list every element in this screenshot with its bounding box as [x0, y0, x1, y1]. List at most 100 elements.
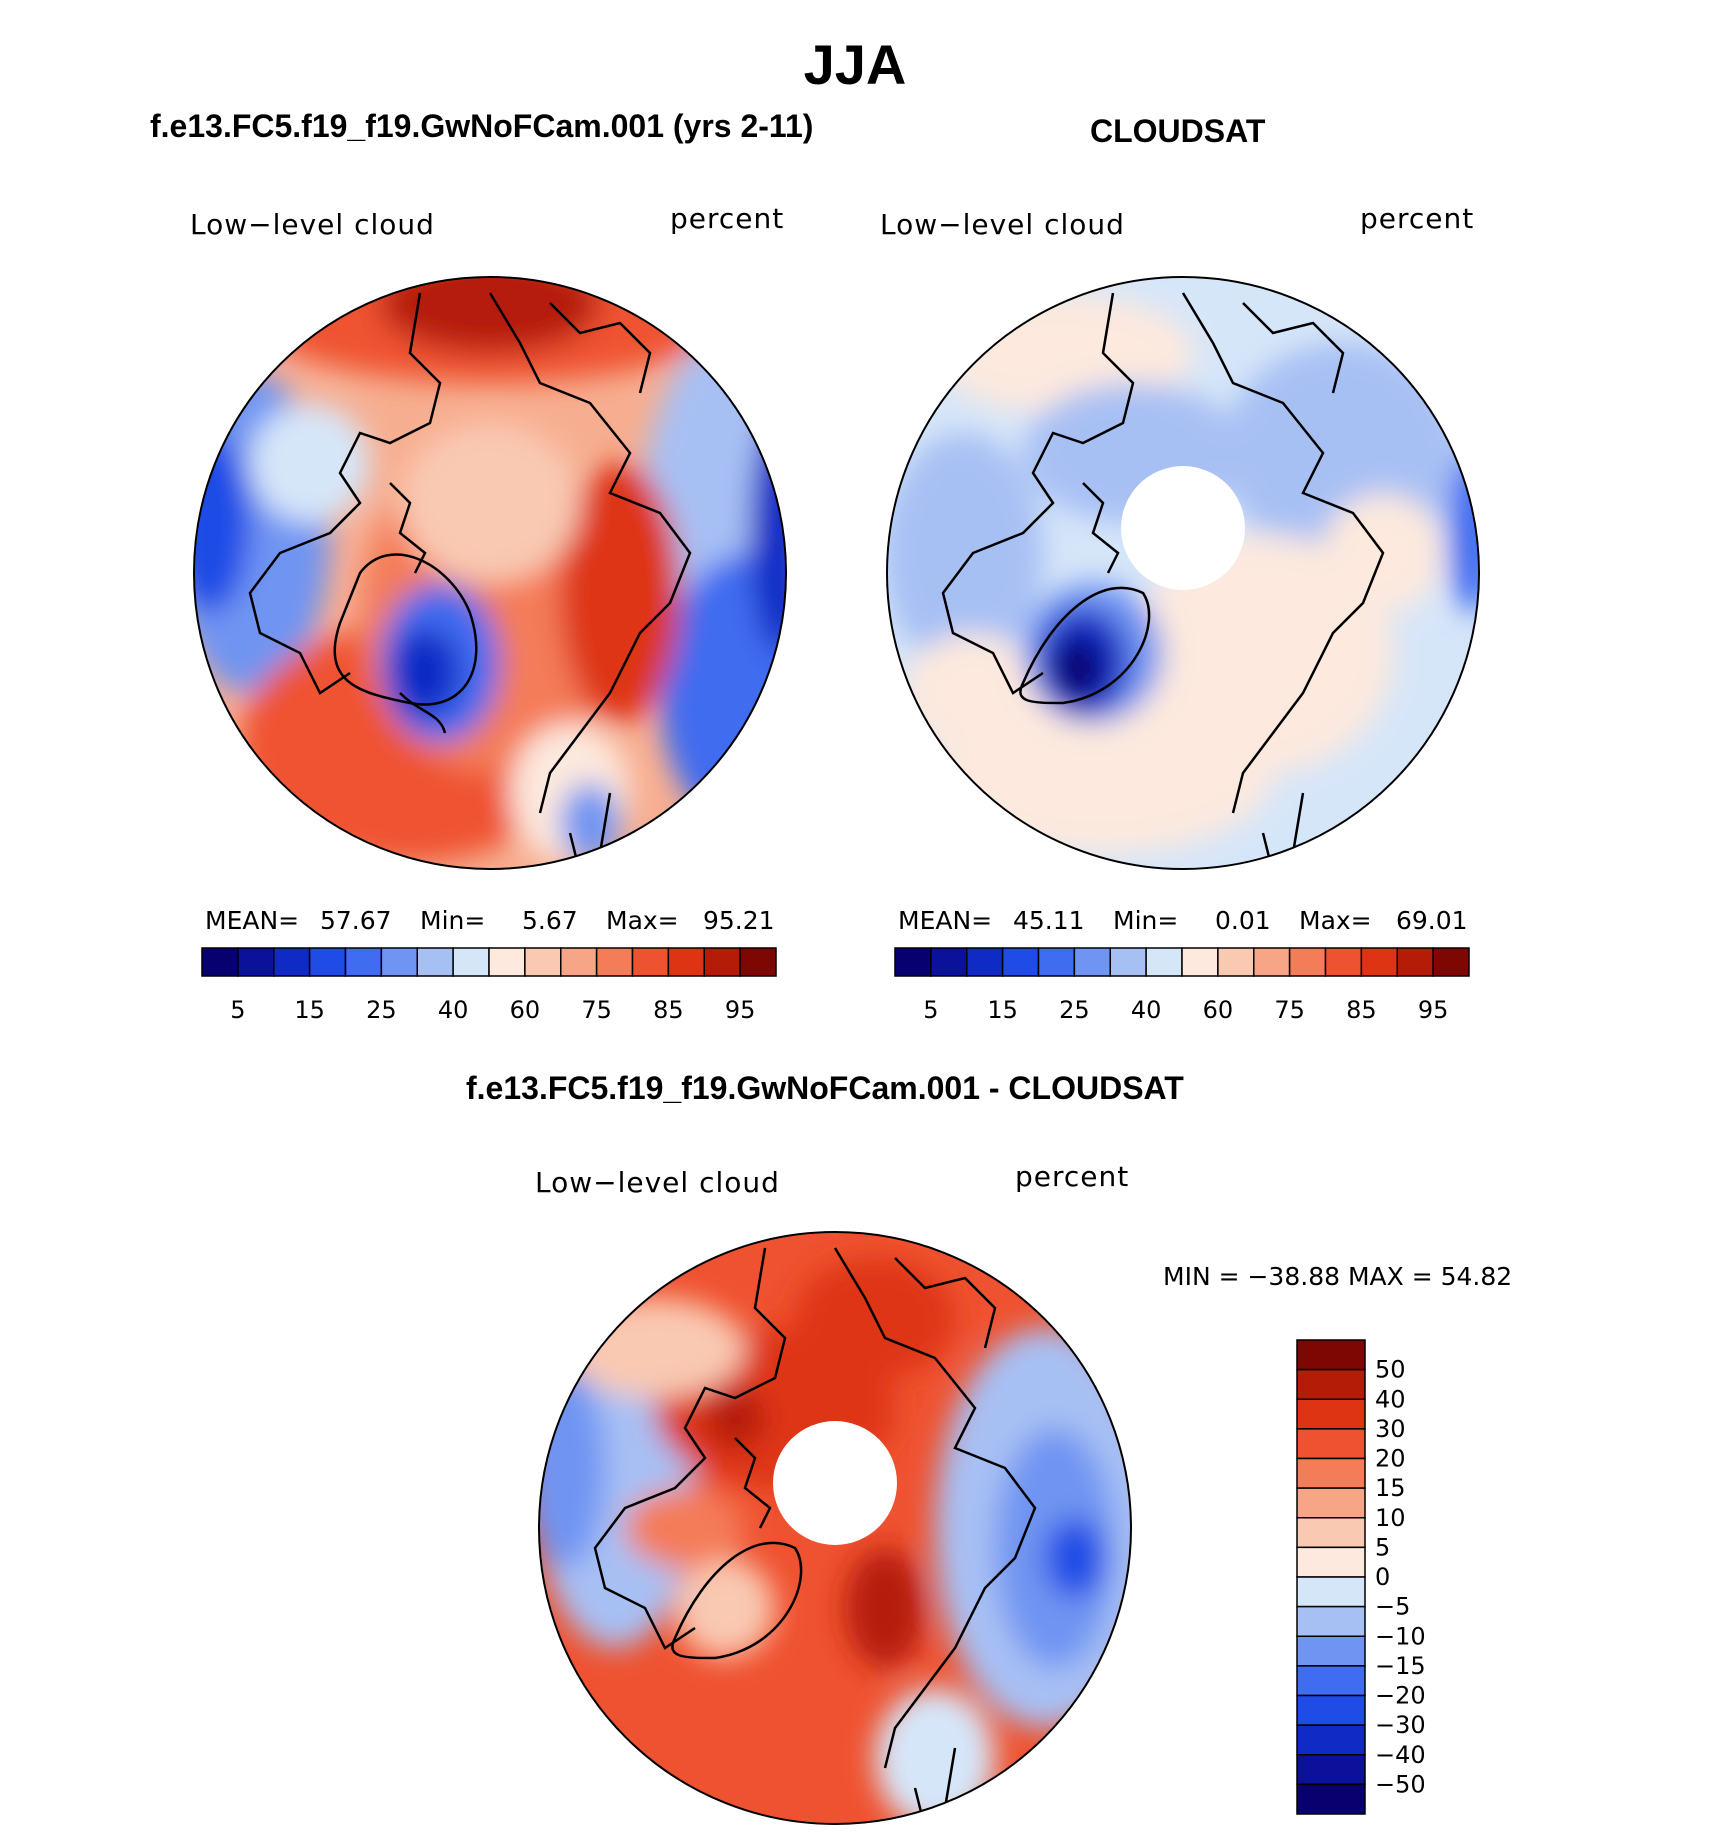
model-colorbar-swatch — [667, 947, 705, 977]
diff-colorbar-tick-label: 10 — [1375, 1504, 1406, 1532]
model-colorbar-swatch — [703, 947, 741, 977]
model-min-value: 5.67 — [522, 906, 578, 935]
diff-colorbar-swatch — [1296, 1665, 1366, 1697]
obs-colorbar-swatch — [1324, 947, 1363, 977]
obs-max-label: Max= — [1299, 906, 1372, 935]
obs-colorbar-swatch — [1145, 947, 1183, 977]
diff-colorbar-tick-label: −50 — [1375, 1770, 1426, 1798]
diff-colorbar-swatch — [1296, 1368, 1366, 1400]
model-max-value: 95.21 — [703, 906, 775, 935]
obs-max-value: 69.01 — [1396, 906, 1468, 935]
figure-title: JJA — [803, 33, 907, 96]
obs-colorbar-tick-label: 40 — [1131, 996, 1162, 1024]
model-colorbar-swatch — [524, 947, 562, 977]
obs-variable-label: Low−level cloud — [880, 208, 1125, 241]
obs-mean-value: 45.11 — [1013, 906, 1085, 935]
model-colorbar-swatch — [560, 947, 598, 977]
model-max-label: Max= — [606, 906, 679, 935]
obs-colorbar: 5 15 25 40 60 75 85 95 — [894, 947, 1470, 1024]
model-colorbar-swatch — [631, 947, 670, 977]
model-colorbar-swatch — [739, 947, 777, 977]
diff-colorbar-swatch — [1296, 1724, 1366, 1756]
diff-colorbar-swatch — [1296, 1546, 1366, 1578]
model-colorbar-tick-label: 75 — [581, 996, 612, 1024]
diff-minmax-label: MIN = −38.88 MAX = 54.82 — [1163, 1262, 1513, 1291]
diff-colorbar-swatch — [1296, 1517, 1366, 1549]
obs-colorbar-swatch — [1001, 947, 1040, 977]
model-mean-label: MEAN= — [205, 906, 300, 935]
diff-variable-label: Low−level cloud — [535, 1166, 780, 1199]
model-variable-label: Low−level cloud — [190, 208, 435, 241]
diff-panel-title: f.e13.FC5.f19_f19.GwNoFCam.001 - CLOUDSA… — [466, 1070, 1184, 1106]
obs-colorbar-tick-label: 95 — [1418, 996, 1449, 1024]
diff-colorbar-swatch — [1296, 1339, 1366, 1371]
diff-colorbar-swatch — [1296, 1783, 1366, 1815]
diff-colorbar-tick-label: 5 — [1375, 1533, 1390, 1561]
model-colorbar-tick-label: 85 — [653, 996, 684, 1024]
obs-colorbar-swatch — [1396, 947, 1434, 977]
diff-colorbar-tick-label: −40 — [1375, 1741, 1426, 1769]
model-colorbar-swatch — [488, 947, 526, 977]
diff-colorbar-tick-label: −20 — [1375, 1682, 1426, 1710]
obs-panel-title: CLOUDSAT — [1090, 113, 1266, 149]
model-colorbar-swatch — [416, 947, 454, 977]
obs-colorbar-swatch — [1037, 947, 1076, 977]
diff-colorbar-swatch — [1296, 1754, 1366, 1786]
diff-colorbar-tick-label: 20 — [1375, 1445, 1406, 1473]
obs-min-label: Min= — [1113, 906, 1179, 935]
model-colorbar: 5 15 25 40 60 75 85 95 — [201, 947, 777, 1024]
model-polar-map — [193, 276, 787, 870]
obs-colorbar-swatch — [930, 947, 968, 977]
diff-colorbar-tick-label: 40 — [1375, 1385, 1406, 1413]
obs-colorbar-swatch — [1181, 947, 1219, 977]
obs-colorbar-swatch — [966, 947, 1004, 977]
diff-colorbar-swatch — [1296, 1398, 1366, 1430]
model-min-label: Min= — [420, 906, 486, 935]
diff-polar-map — [538, 1231, 1132, 1825]
model-colorbar-swatch — [308, 947, 347, 977]
model-colorbar-swatch — [344, 947, 383, 977]
diff-colorbar-tick-label: −10 — [1375, 1622, 1426, 1650]
obs-mean-label: MEAN= — [898, 906, 993, 935]
obs-colorbar-swatch — [1432, 947, 1470, 977]
obs-colorbar-swatch — [1109, 947, 1147, 977]
model-colorbar-swatch — [201, 947, 239, 977]
diff-colorbar-tick-label: −5 — [1375, 1593, 1410, 1621]
model-colorbar-swatch — [237, 947, 275, 977]
diff-colorbar-tick-label: 30 — [1375, 1415, 1406, 1443]
model-colorbar-tick-label: 15 — [294, 996, 325, 1024]
obs-units-label: percent — [1360, 202, 1475, 235]
model-colorbar-tick-label: 60 — [510, 996, 541, 1024]
obs-colorbar-tick-label: 60 — [1203, 996, 1234, 1024]
obs-colorbar-tick-label: 85 — [1346, 996, 1377, 1024]
model-panel-title: f.e13.FC5.f19_f19.GwNoFCam.001 (yrs 2-11… — [150, 108, 814, 144]
obs-colorbar-swatch — [1288, 947, 1327, 977]
diff-colorbar-tick-label: −30 — [1375, 1711, 1426, 1739]
obs-colorbar-tick-label: 15 — [987, 996, 1018, 1024]
obs-polar-map — [886, 276, 1480, 870]
obs-colorbar-swatch — [1253, 947, 1291, 977]
model-colorbar-swatch — [380, 947, 418, 977]
diff-colorbar-swatch — [1296, 1694, 1366, 1726]
diff-colorbar-tick-label: 50 — [1375, 1356, 1406, 1384]
diff-colorbar-tick-label: 15 — [1375, 1474, 1406, 1502]
diff-colorbar-swatch — [1296, 1428, 1366, 1460]
diff-colorbar-tick-label: −15 — [1375, 1652, 1426, 1680]
diff-colorbar-swatch — [1296, 1576, 1366, 1608]
diff-colorbar-tick-label: 0 — [1375, 1563, 1390, 1591]
model-colorbar-swatch — [273, 947, 311, 977]
diff-colorbar-swatch — [1296, 1457, 1366, 1489]
obs-min-value: 0.01 — [1215, 906, 1271, 935]
obs-colorbar-swatch — [894, 947, 932, 977]
obs-colorbar-swatch — [1217, 947, 1255, 977]
diff-units-label: percent — [1015, 1160, 1130, 1193]
obs-colorbar-tick-label: 5 — [923, 996, 938, 1024]
model-units-label: percent — [670, 202, 785, 235]
obs-colorbar-tick-label: 25 — [1059, 996, 1090, 1024]
model-colorbar-tick-label: 95 — [725, 996, 756, 1024]
diff-colorbar-swatch — [1296, 1605, 1366, 1637]
obs-colorbar-swatch — [1073, 947, 1111, 977]
model-colorbar-tick-label: 5 — [230, 996, 245, 1024]
diff-colorbar-swatch — [1296, 1635, 1366, 1667]
